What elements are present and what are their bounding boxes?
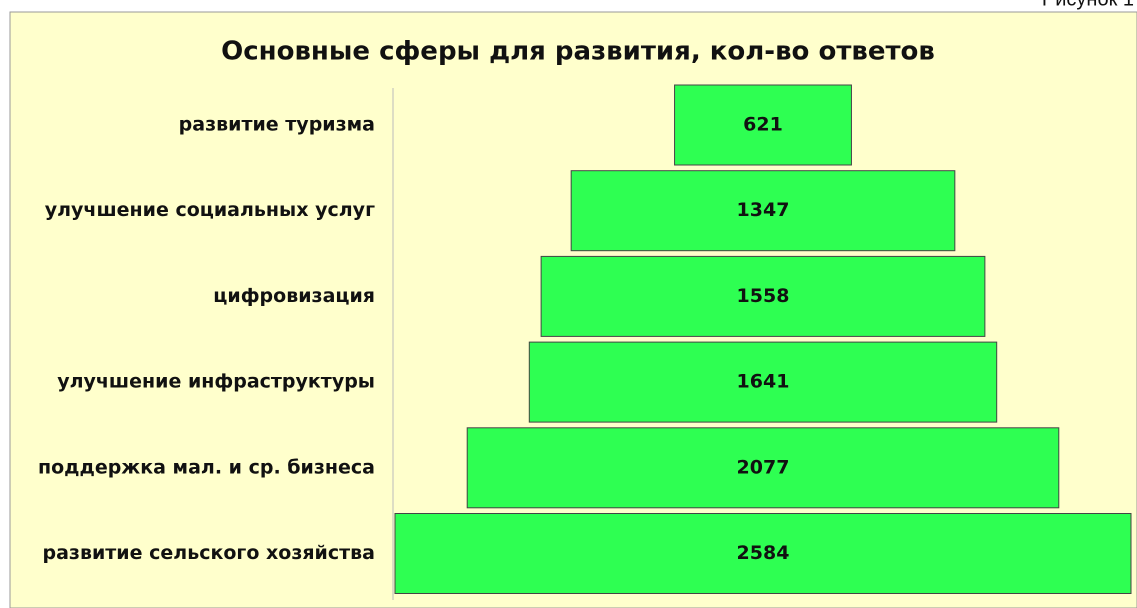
category-label: развитие сельского хозяйства [43, 542, 376, 564]
bar [394, 513, 1132, 594]
caption: Рисунок 1 [1042, 0, 1134, 10]
value-label: 1558 [737, 285, 790, 307]
bar [466, 427, 1060, 509]
category-label: улучшение инфраструктуры [57, 371, 375, 393]
bar [540, 255, 986, 337]
category-label: цифровизация [213, 285, 375, 307]
value-label: 621 [743, 114, 783, 136]
category-label: развитие туризма [179, 114, 375, 136]
bar [674, 84, 852, 166]
chart-title: Основные сферы для развития, кол-во отве… [221, 37, 935, 67]
bar [570, 170, 956, 252]
value-label: 1641 [737, 371, 790, 393]
value-label: 1347 [737, 199, 790, 221]
value-label: 2584 [737, 542, 790, 564]
bar [528, 341, 998, 423]
value-label: 2077 [737, 456, 790, 478]
category-label: улучшение социальных услуг [45, 199, 375, 221]
category-label: поддержка мал. и ср. бизнеса [38, 456, 375, 478]
